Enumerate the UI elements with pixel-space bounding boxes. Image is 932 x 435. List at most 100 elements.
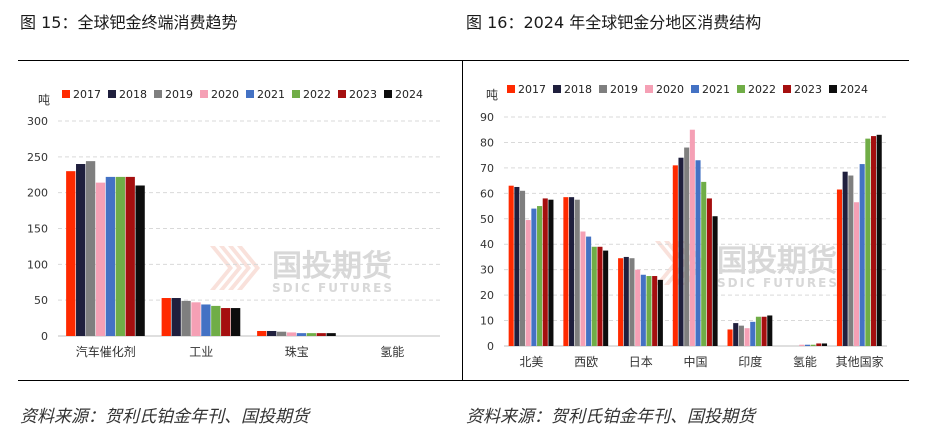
bar-西欧-2022 xyxy=(591,246,597,346)
legend-swatch-2017 xyxy=(507,85,515,93)
bar-珠宝-2024 xyxy=(326,333,336,336)
bar-工业-2019 xyxy=(181,300,191,336)
y-tick-label: 20 xyxy=(480,289,494,302)
legend-swatch-2021 xyxy=(691,85,699,93)
y-tick-label: 300 xyxy=(27,115,48,128)
y-tick-label: 0 xyxy=(487,340,494,353)
legend-swatch-2023 xyxy=(783,85,791,93)
x-category-label: 印度 xyxy=(738,354,762,369)
x-category-label: 氢能 xyxy=(793,354,817,369)
legend-label-2019: 2019 xyxy=(610,83,638,96)
y-tick-label: 100 xyxy=(27,258,48,271)
bar-汽车催化剂-2022 xyxy=(115,176,125,336)
bar-中国-2024 xyxy=(712,216,718,346)
bar-日本-2017 xyxy=(618,258,624,346)
bar-西欧-2021 xyxy=(586,236,592,346)
figure-16-title: 图 16：2024 年全球钯金分地区消费结构 xyxy=(466,13,762,32)
bar-西欧-2018 xyxy=(569,197,575,346)
bar-工业-2024 xyxy=(230,308,241,336)
legend-label-2019: 2019 xyxy=(165,88,193,101)
bar-中国-2019 xyxy=(684,147,690,346)
watermark-text-cn: 国投期货 xyxy=(717,244,837,279)
bar-日本-2019 xyxy=(629,258,635,346)
legend-swatch-2022 xyxy=(292,90,300,98)
x-category-label: 工业 xyxy=(189,345,213,359)
y-tick-label: 200 xyxy=(27,187,48,200)
legend-label-2017: 2017 xyxy=(73,88,101,101)
y-tick-label: 30 xyxy=(480,264,494,277)
figure-15-source: 资料来源：贺利氏铂金年刊、国投期货 xyxy=(20,407,309,427)
legend-swatch-2019 xyxy=(599,85,607,93)
bar-印度-2017 xyxy=(727,329,733,346)
legend-label-2023: 2023 xyxy=(794,83,822,96)
bar-中国-2021 xyxy=(695,160,701,346)
top-rule xyxy=(18,60,909,61)
y-unit-label: 吨 xyxy=(38,93,50,107)
bar-印度-2024 xyxy=(767,315,773,346)
bar-印度-2023 xyxy=(761,316,767,346)
bar-珠宝-2021 xyxy=(296,333,307,336)
legend-swatch-2024 xyxy=(384,90,392,98)
bar-日本-2021 xyxy=(640,274,646,346)
legend-label-2020: 2020 xyxy=(656,83,684,96)
legend-swatch-2023 xyxy=(338,90,346,98)
y-tick-label: 50 xyxy=(34,294,48,307)
bar-印度-2018 xyxy=(733,323,739,346)
bar-中国-2017 xyxy=(672,165,678,346)
y-tick-label: 250 xyxy=(27,151,48,164)
x-category-label: 北美 xyxy=(519,355,543,369)
y-unit-label: 吨 xyxy=(486,88,498,102)
bar-日本-2018 xyxy=(623,256,629,346)
bar-汽车催化剂-2021 xyxy=(105,176,116,336)
bar-北美-2024 xyxy=(548,199,554,346)
bar-氢能-2021 xyxy=(804,344,811,346)
bar-其他国家-2024 xyxy=(876,134,882,346)
legend-swatch-2020 xyxy=(200,90,208,98)
bar-汽车催化剂-2020 xyxy=(95,182,106,336)
legend-label-2017: 2017 xyxy=(518,83,546,96)
bar-其他国家-2023 xyxy=(870,136,877,346)
bar-氢能-2024 xyxy=(821,343,828,346)
x-category-label: 西欧 xyxy=(574,355,598,369)
y-tick-label: 50 xyxy=(480,213,494,226)
bar-珠宝-2020 xyxy=(286,332,297,336)
bar-工业-2017 xyxy=(161,298,171,336)
y-tick-label: 0 xyxy=(41,330,48,343)
bar-中国-2018 xyxy=(678,157,684,346)
x-category-label: 其他国家 xyxy=(836,354,884,369)
watermark-text-en: SDIC FUTURES xyxy=(717,276,839,290)
y-tick-label: 150 xyxy=(27,223,48,236)
bar-工业-2020 xyxy=(191,302,201,336)
bar-珠宝-2017 xyxy=(257,330,267,336)
x-category-label: 中国 xyxy=(683,354,707,369)
y-tick-label: 70 xyxy=(480,162,494,175)
x-category-label: 氢能 xyxy=(380,344,404,359)
legend-swatch-2019 xyxy=(154,90,162,98)
y-tick-label: 10 xyxy=(480,315,494,328)
legend-swatch-2021 xyxy=(246,90,254,98)
figure-15-title: 图 15：全球钯金终端消费趋势 xyxy=(20,13,238,32)
legend-swatch-2024 xyxy=(829,85,837,93)
legend-label-2024: 2024 xyxy=(395,88,423,101)
bar-日本-2023 xyxy=(652,276,658,346)
bar-其他国家-2019 xyxy=(848,175,854,346)
legend-label-2021: 2021 xyxy=(702,83,730,96)
legend-label-2022: 2022 xyxy=(748,83,776,96)
bar-北美-2023 xyxy=(542,198,548,346)
bar-珠宝-2019 xyxy=(276,331,287,336)
bar-珠宝-2018 xyxy=(267,330,277,336)
bar-西欧-2019 xyxy=(574,199,580,346)
y-tick-label: 80 xyxy=(480,136,494,149)
legend-label-2020: 2020 xyxy=(211,88,239,101)
bar-西欧-2020 xyxy=(580,231,586,346)
bar-北美-2022 xyxy=(537,206,543,346)
bar-珠宝-2022 xyxy=(306,333,316,336)
bar-北美-2020 xyxy=(525,220,531,346)
legend-swatch-2018 xyxy=(108,90,116,98)
legend-swatch-2020 xyxy=(645,85,653,93)
y-tick-label: 60 xyxy=(480,187,494,200)
bar-汽车催化剂-2017 xyxy=(66,171,76,336)
bottom-rule xyxy=(18,380,909,381)
